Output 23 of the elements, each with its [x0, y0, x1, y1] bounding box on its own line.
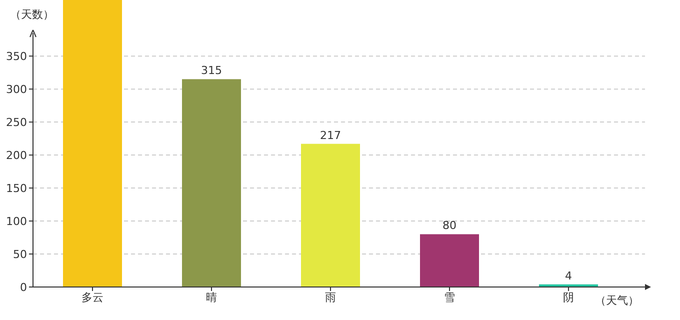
x-tick-label: 阴 [563, 291, 574, 304]
data-label: 217 [320, 128, 341, 142]
x-tick-label: 雨 [325, 291, 336, 304]
bar [420, 234, 479, 287]
x-tick-label: 晴 [206, 291, 217, 304]
bar [63, 0, 122, 287]
x-axis-title: （天气） [595, 294, 639, 307]
y-tick-label: 150 [6, 182, 27, 196]
data-label: 315 [201, 64, 222, 78]
bar [182, 79, 241, 287]
x-tick-label: 多云 [82, 291, 104, 304]
x-tick-label: 雪 [444, 291, 455, 304]
y-tick-label: 50 [13, 248, 27, 262]
y-tick-label: 100 [6, 215, 27, 228]
y-tick-label: 350 [6, 50, 27, 64]
data-label: 80 [442, 219, 456, 232]
bar [301, 144, 360, 287]
y-tick-label: 200 [6, 149, 27, 162]
y-tick-label: 300 [6, 83, 27, 96]
y-axis-title: （天数） [10, 8, 54, 21]
y-tick-label: 250 [6, 116, 27, 130]
y-tick-label: 0 [20, 281, 27, 294]
data-label: 4 [565, 269, 572, 282]
